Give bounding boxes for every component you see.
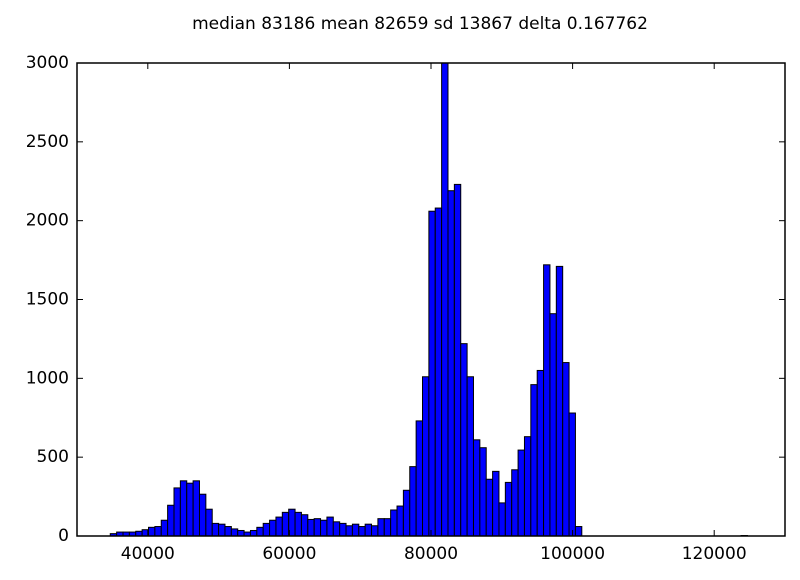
bar	[555, 265, 564, 537]
bar	[530, 384, 538, 537]
bar	[409, 466, 417, 537]
bar	[358, 526, 366, 537]
y-tick-label: 2000	[26, 211, 69, 231]
bar	[383, 518, 392, 537]
y-tick-label: 1000	[26, 368, 69, 388]
bar	[498, 502, 506, 537]
x-tick-label: 40000	[121, 544, 175, 564]
bar	[281, 511, 290, 537]
bar	[396, 505, 404, 537]
bar	[269, 519, 277, 537]
bar	[466, 376, 474, 537]
bar	[517, 449, 525, 537]
bar	[179, 480, 188, 537]
bar	[568, 412, 576, 537]
bar	[422, 376, 430, 537]
bar	[415, 420, 424, 537]
bar	[230, 528, 239, 537]
bar	[447, 190, 455, 537]
y-tick-label: 2500	[26, 132, 69, 152]
bar	[300, 514, 309, 537]
bar	[186, 482, 194, 537]
x-tick-label: 120000	[682, 544, 747, 564]
bar	[237, 529, 245, 537]
bar	[536, 369, 545, 537]
bar	[249, 529, 258, 537]
bar	[332, 521, 341, 537]
bar	[275, 516, 283, 537]
bar	[224, 526, 232, 537]
y-tick-label: 0	[58, 526, 69, 546]
bar	[574, 526, 583, 537]
bar	[154, 526, 162, 537]
y-tick-label: 3000	[26, 53, 69, 73]
bar	[479, 447, 487, 537]
bar	[549, 313, 557, 537]
bar	[307, 518, 315, 537]
y-tick-label: 1500	[26, 290, 69, 310]
bar	[205, 508, 213, 537]
bar	[211, 522, 220, 537]
bar	[504, 481, 513, 537]
chart-title: median 83186 mean 82659 sd 13867 delta 0…	[192, 14, 648, 34]
x-tick-label: 80000	[404, 544, 458, 564]
bar	[339, 522, 347, 537]
bar	[167, 504, 175, 537]
bar	[492, 470, 500, 537]
y-tick-label: 500	[37, 447, 69, 467]
bar	[460, 343, 468, 537]
bar	[351, 523, 360, 537]
bar	[313, 518, 322, 537]
bar	[390, 509, 398, 537]
bar	[523, 436, 532, 537]
bar	[453, 183, 462, 537]
bar	[160, 519, 169, 537]
bar	[326, 516, 334, 537]
bar	[485, 478, 494, 537]
bar	[511, 469, 519, 537]
bar	[294, 511, 302, 537]
bar	[402, 489, 411, 537]
bar	[345, 525, 353, 537]
bar	[192, 480, 200, 537]
bar	[173, 487, 181, 537]
bar	[256, 526, 264, 537]
bar	[320, 519, 328, 537]
bar	[428, 210, 436, 537]
bar	[472, 439, 481, 537]
bar	[543, 264, 551, 537]
bar	[441, 62, 449, 537]
bar	[148, 526, 156, 537]
bar	[364, 523, 373, 537]
bar	[262, 522, 271, 537]
bar	[562, 362, 570, 537]
bar	[371, 525, 379, 537]
bar	[377, 518, 385, 537]
x-tick-label: 100000	[540, 544, 605, 564]
x-tick-label: 60000	[262, 544, 316, 564]
bar	[218, 523, 226, 537]
bar	[198, 493, 207, 537]
bar	[434, 207, 443, 537]
